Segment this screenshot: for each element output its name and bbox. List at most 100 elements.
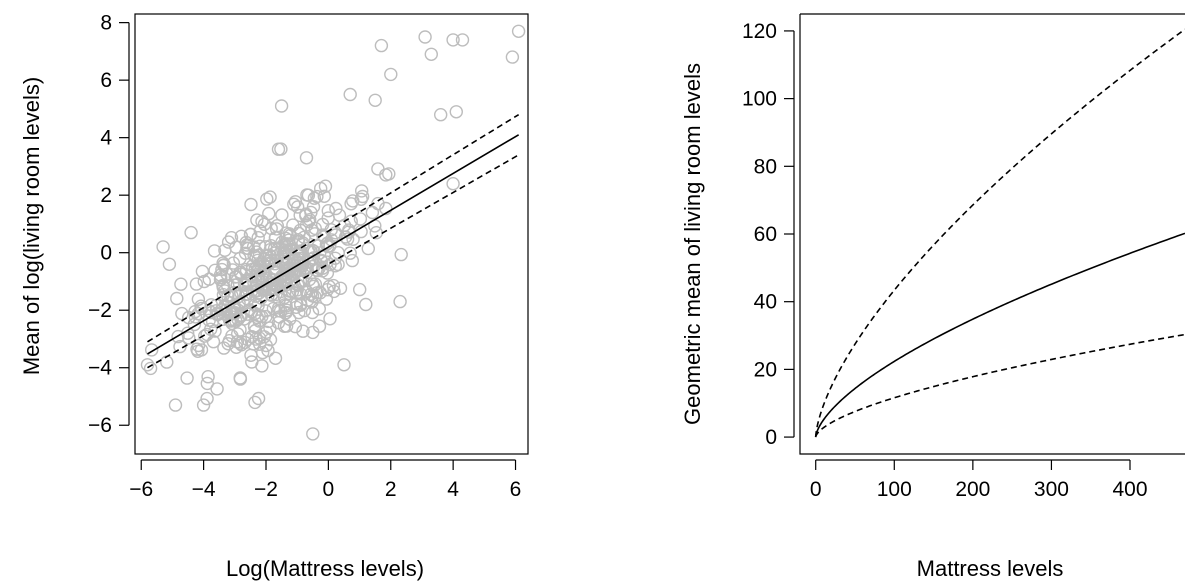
x-tick-label: 6 — [510, 478, 522, 501]
scatter-point — [180, 371, 194, 385]
scatter-point — [282, 286, 297, 301]
scatter-point — [306, 427, 320, 441]
scatter-point — [293, 274, 308, 288]
y-tick-label: 20 — [754, 358, 777, 381]
left-plot-frame — [134, 13, 529, 455]
y-tick-label: −4 — [88, 357, 112, 380]
scatter-point — [345, 253, 359, 268]
scatter-point — [283, 228, 298, 243]
right-x-axis: 0 100 200 300 400 — [810, 459, 1148, 501]
scatter-point — [296, 324, 310, 338]
scatter-point — [260, 192, 274, 206]
scatter-point — [337, 358, 351, 372]
scatter-point — [394, 247, 408, 262]
scatter-point — [329, 201, 343, 216]
scatter-point — [321, 203, 335, 218]
scatter-point — [257, 217, 272, 232]
scatter-point — [297, 230, 311, 245]
scatter-point — [194, 301, 209, 316]
scatter-point — [374, 38, 389, 53]
confidence-band-line — [147, 113, 520, 343]
scatter-point — [237, 277, 252, 291]
scatter-point — [455, 33, 470, 47]
scatter-point — [233, 371, 247, 385]
x-tick-label: 200 — [955, 478, 990, 501]
y-tick-label: −6 — [88, 414, 112, 437]
scatter-points — [140, 24, 526, 441]
scatter-point — [371, 162, 385, 176]
scatter-point — [324, 223, 338, 237]
scatter-point — [210, 306, 225, 320]
y-tick-label: 100 — [742, 88, 777, 111]
right-y-axis: 0 20 40 60 80 100 120 — [742, 20, 795, 449]
scatter-point — [264, 221, 278, 236]
y-tick-label: −2 — [88, 299, 112, 322]
scatter-point — [249, 332, 263, 346]
scatter-point — [343, 87, 357, 102]
scatter-point — [248, 395, 262, 410]
x-tick-label: −4 — [192, 478, 216, 501]
scatter-point — [206, 335, 221, 349]
y-tick-label: 80 — [754, 155, 777, 178]
geometric-mean-curve — [814, 232, 1185, 438]
scatter-point — [300, 188, 314, 202]
scatter-point — [271, 142, 286, 156]
scatter-point — [227, 298, 241, 312]
scatter-point — [216, 280, 230, 295]
scatter-point — [278, 298, 292, 312]
scatter-point — [320, 236, 335, 250]
y-tick-label: 4 — [100, 127, 112, 150]
scatter-point — [247, 284, 262, 298]
right-y-axis-title: Geometric mean of living room levels — [680, 63, 705, 425]
scatter-point — [250, 213, 264, 227]
scatter-point — [305, 305, 320, 320]
x-tick-label: 0 — [323, 478, 335, 501]
scatter-point — [246, 240, 261, 254]
scatter-point — [221, 235, 236, 249]
scatter-point — [331, 245, 345, 260]
scatter-point — [307, 191, 322, 205]
x-tick-label: 4 — [447, 478, 459, 501]
scatter-point — [243, 227, 258, 242]
x-tick-label: 100 — [877, 478, 912, 501]
scatter-point — [263, 190, 277, 204]
scatter-point — [434, 107, 448, 122]
scatter-point — [449, 105, 463, 119]
scatter-point — [244, 197, 258, 212]
scatter-point — [160, 355, 174, 369]
y-tick-label: 2 — [100, 184, 112, 207]
scatter-point — [282, 266, 296, 280]
confidence-band-curve — [814, 28, 1185, 438]
scatter-point — [323, 312, 337, 326]
scatter-point — [274, 99, 289, 113]
scatter-point — [368, 93, 382, 108]
scatter-point — [255, 214, 269, 229]
fit-lines — [147, 113, 520, 369]
scatter-point — [189, 277, 204, 291]
y-tick-label: 8 — [100, 12, 112, 35]
scatter-point — [234, 338, 249, 352]
scatter-point — [175, 306, 189, 321]
scatter-point — [214, 303, 229, 317]
y-tick-label: 60 — [754, 223, 777, 246]
scatter-point — [248, 269, 262, 284]
scatter-point — [228, 270, 243, 284]
scatter-point — [171, 329, 185, 344]
left-y-axis-title: Mean of log(living room levels) — [19, 77, 44, 375]
scatter-point — [200, 391, 214, 406]
scatter-point — [196, 398, 211, 412]
scatter-point — [255, 359, 269, 373]
scatter-point — [207, 244, 222, 258]
curve-lines — [814, 28, 1185, 438]
scatter-point — [268, 351, 283, 365]
left-scatter-panel: −6 −4 −2 0 2 4 6 −6 −4 −2 0 2 4 6 8 Log(Mattress leve… — [19, 12, 529, 581]
scatter-point — [288, 319, 303, 334]
scatter-point — [200, 376, 215, 391]
scatter-point — [290, 283, 304, 297]
scatter-point — [143, 361, 158, 376]
scatter-point — [191, 338, 206, 353]
scatter-point — [505, 50, 520, 64]
scatter-point — [446, 33, 460, 47]
scatter-point — [353, 282, 367, 297]
scatter-point — [327, 284, 341, 299]
